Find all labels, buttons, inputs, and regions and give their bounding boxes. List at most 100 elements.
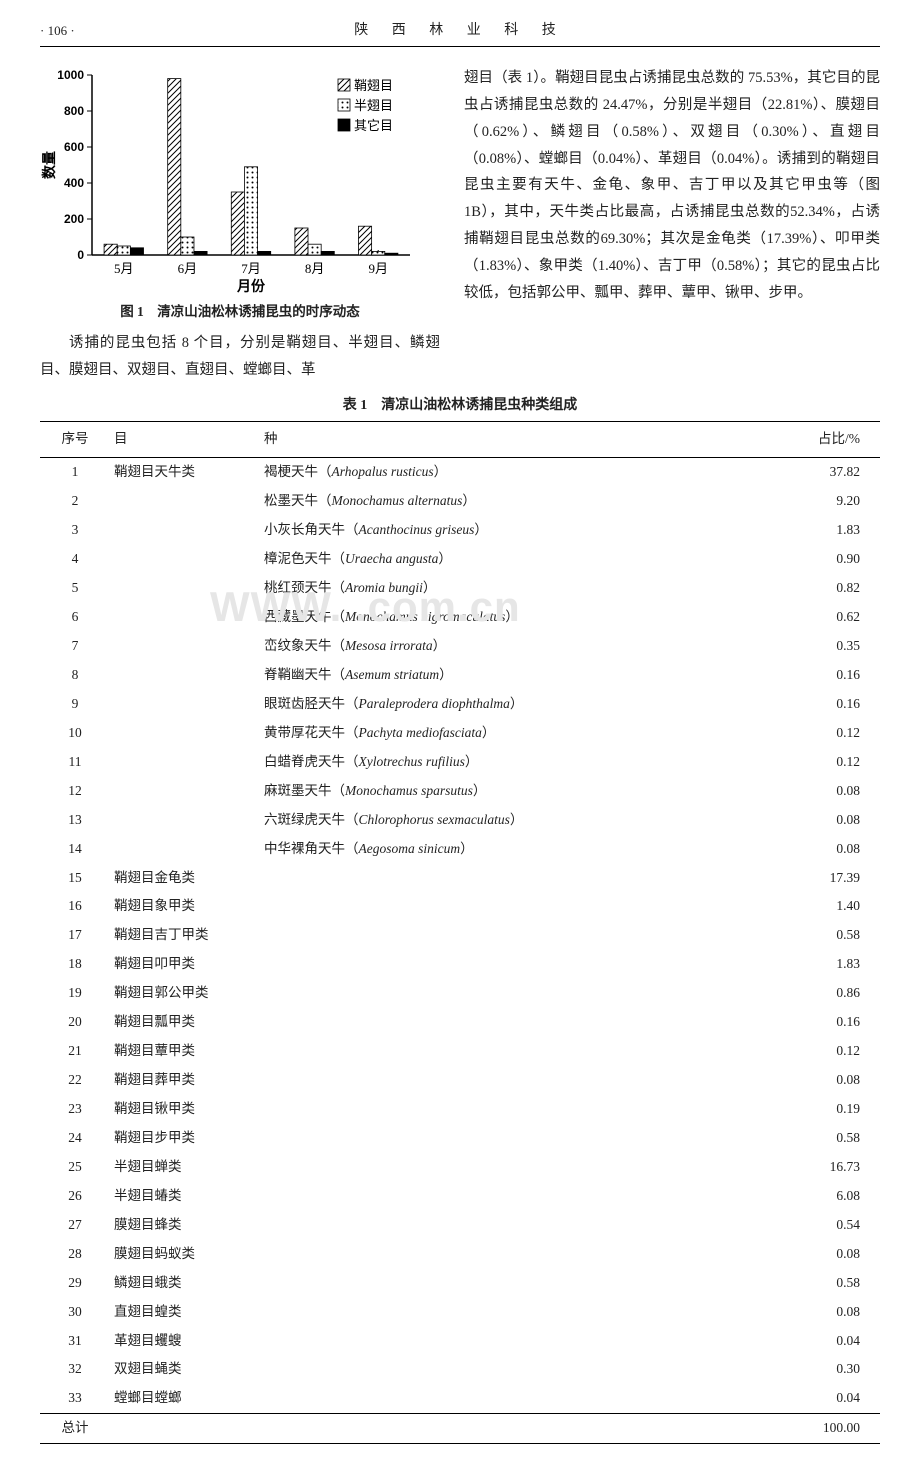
table-row: 16鞘翅目象甲类1.40 <box>40 892 880 921</box>
cell-index: 18 <box>40 950 110 979</box>
cell-index: 21 <box>40 1037 110 1066</box>
table-row: 3小灰长角天牛（Acanthocinus griseus）1.83 <box>40 516 880 545</box>
cell-species <box>260 1182 790 1211</box>
cell-index: 30 <box>40 1298 110 1327</box>
cell-species <box>260 1124 790 1153</box>
cell-index: 16 <box>40 892 110 921</box>
cell-index: 23 <box>40 1095 110 1124</box>
svg-text:6月: 6月 <box>178 261 198 276</box>
cell-percent: 17.39 <box>790 864 880 893</box>
cell-percent: 0.58 <box>790 1269 880 1298</box>
cell-order: 鞘翅目郭公甲类 <box>110 979 260 1008</box>
cell-order <box>110 545 260 574</box>
table-row: 33螳螂目螳螂0.04 <box>40 1384 880 1413</box>
cell-index: 15 <box>40 864 110 893</box>
cell-order <box>110 777 260 806</box>
cell-index: 9 <box>40 690 110 719</box>
cell-species <box>260 979 790 1008</box>
cell-total-pct: 100.00 <box>790 1414 880 1444</box>
cell-species: 小灰长角天牛（Acanthocinus griseus） <box>260 516 790 545</box>
cell-species: 松墨天牛（Monochamus alternatus） <box>260 487 790 516</box>
bar-chart: 020040060080010005月6月7月8月9月月份数量鞘翅目半翅目其它目 <box>40 65 420 295</box>
cell-species: 黄带厚花天牛（Pachyta mediofasciata） <box>260 719 790 748</box>
svg-text:400: 400 <box>64 176 84 190</box>
cell-percent: 0.04 <box>790 1384 880 1413</box>
cell-order: 半翅目蝉类 <box>110 1153 260 1182</box>
left-paragraph: 诱捕的昆虫包括 8 个目，分别是鞘翅目、半翅目、鳞翅目、膜翅目、双翅目、直翅目、… <box>40 330 440 384</box>
cell-order: 鳞翅目蛾类 <box>110 1269 260 1298</box>
cell-species <box>260 921 790 950</box>
table-row: 6西藏墨天牛（Monochamus nigromaculatus）0.62 <box>40 603 880 632</box>
cell-order: 鞘翅目步甲类 <box>110 1124 260 1153</box>
cell-order <box>110 574 260 603</box>
cell-species <box>260 1008 790 1037</box>
cell-index: 8 <box>40 661 110 690</box>
cell-index: 31 <box>40 1327 110 1356</box>
cell-index: 22 <box>40 1066 110 1095</box>
cell-order: 直翅目蝗类 <box>110 1298 260 1327</box>
cell-percent: 0.54 <box>790 1211 880 1240</box>
cell-index: 32 <box>40 1355 110 1384</box>
table-row: 30直翅目蝗类0.08 <box>40 1298 880 1327</box>
table-row: 2松墨天牛（Monochamus alternatus）9.20 <box>40 487 880 516</box>
table-row: 22鞘翅目葬甲类0.08 <box>40 1066 880 1095</box>
table-row: 11白蜡脊虎天牛（Xylotrechus rufilius）0.12 <box>40 748 880 777</box>
cell-species <box>260 1298 790 1327</box>
cell-percent: 0.08 <box>790 1066 880 1095</box>
cell-species <box>260 1240 790 1269</box>
cell-percent: 37.82 <box>790 458 880 487</box>
svg-text:200: 200 <box>64 212 84 226</box>
svg-text:其它目: 其它目 <box>354 118 393 133</box>
cell-index: 11 <box>40 748 110 777</box>
cell-percent: 0.35 <box>790 632 880 661</box>
svg-text:0: 0 <box>77 248 84 262</box>
cell-species: 褐梗天牛（Arhopalus rusticus） <box>260 458 790 487</box>
svg-text:1000: 1000 <box>57 68 84 82</box>
cell-index: 13 <box>40 806 110 835</box>
cell-species: 桃红颈天牛（Aromia bungii） <box>260 574 790 603</box>
cell-percent: 0.08 <box>790 806 880 835</box>
col-index: 序号 <box>40 422 110 458</box>
cell-percent: 0.04 <box>790 1327 880 1356</box>
cell-index: 10 <box>40 719 110 748</box>
cell-index: 6 <box>40 603 110 632</box>
cell-percent: 0.30 <box>790 1355 880 1384</box>
cell-index: 5 <box>40 574 110 603</box>
cell-index: 33 <box>40 1384 110 1413</box>
table-row: 26半翅目蝽类6.08 <box>40 1182 880 1211</box>
cell-index: 29 <box>40 1269 110 1298</box>
cell-species <box>260 1153 790 1182</box>
table-row: 1鞘翅目天牛类褐梗天牛（Arhopalus rusticus）37.82 <box>40 458 880 487</box>
cell-index: 7 <box>40 632 110 661</box>
cell-order <box>110 690 260 719</box>
table-row: 24鞘翅目步甲类0.58 <box>40 1124 880 1153</box>
table-row: 10 黄带厚花天牛（Pachyta mediofasciata）0.12 <box>40 719 880 748</box>
cell-species <box>260 1269 790 1298</box>
cell-species: 樟泥色天牛（Uraecha angusta） <box>260 545 790 574</box>
cell-order <box>110 806 260 835</box>
cell-order <box>110 748 260 777</box>
cell-order <box>110 661 260 690</box>
col-percent: 占比/% <box>790 422 880 458</box>
cell-order <box>110 835 260 864</box>
cell-species: 脊鞘幽天牛（Asemum striatum） <box>260 661 790 690</box>
svg-text:9月: 9月 <box>368 261 388 276</box>
table-row: 12麻斑墨天牛（Monochamus sparsutus）0.08 <box>40 777 880 806</box>
cell-percent: 16.73 <box>790 1153 880 1182</box>
species-table: 序号 目 种 占比/% 1鞘翅目天牛类褐梗天牛（Arhopalus rustic… <box>40 421 880 1444</box>
table-row: 21鞘翅目蕈甲类0.12 <box>40 1037 880 1066</box>
svg-text:7月: 7月 <box>241 261 261 276</box>
cell-index: 1 <box>40 458 110 487</box>
table-row: 20鞘翅目瓢甲类0.16 <box>40 1008 880 1037</box>
table-row: 18鞘翅目叩甲类1.83 <box>40 950 880 979</box>
cell-percent: 0.62 <box>790 603 880 632</box>
table-row: 28膜翅目蚂蚁类0.08 <box>40 1240 880 1269</box>
cell-percent: 6.08 <box>790 1182 880 1211</box>
table-row: 7峦纹象天牛（Mesosa irrorata）0.35 <box>40 632 880 661</box>
cell-species: 眼斑齿胫天牛（Paraleprodera diophthalma） <box>260 690 790 719</box>
cell-percent: 0.12 <box>790 719 880 748</box>
cell-order: 鞘翅目象甲类 <box>110 892 260 921</box>
cell-order: 半翅目蝽类 <box>110 1182 260 1211</box>
cell-percent: 0.08 <box>790 835 880 864</box>
cell-order <box>110 487 260 516</box>
